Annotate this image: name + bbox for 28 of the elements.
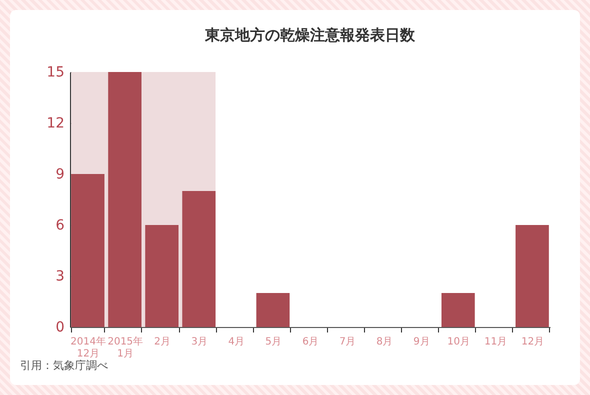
y-tick-label: 12 <box>46 116 64 132</box>
bar <box>145 225 179 327</box>
text: 引用：気象庁調べ <box>20 358 108 373</box>
x-tick-label: 2014年 12月 <box>70 336 106 360</box>
x-tick-label: 9月 <box>413 336 430 348</box>
y-tick-label: 0 <box>56 320 64 336</box>
bar <box>71 174 104 327</box>
bar <box>441 293 475 327</box>
x-tick-label: 2015年 1月 <box>108 336 144 360</box>
bar <box>256 293 290 327</box>
x-tick-label: 8月 <box>376 336 393 348</box>
x-tick-label: 7月 <box>339 336 356 348</box>
y-tick-label: 6 <box>56 218 65 234</box>
x-tick-label: 12月 <box>521 336 544 348</box>
x-tick-label: 2月 <box>154 336 171 348</box>
x-tick-label: 4月 <box>228 336 245 348</box>
x-tick-label: 11月 <box>484 336 508 348</box>
x-tick-label: 3月 <box>191 336 208 348</box>
bar <box>516 225 549 327</box>
chart-title: 東京地方の乾燥注意報発表日数 <box>204 26 416 44</box>
y-tick-label: 9 <box>56 166 64 182</box>
bar <box>108 72 142 327</box>
y-tick-label: 3 <box>56 268 64 284</box>
x-tick-label: 10月 <box>447 336 470 348</box>
x-tick-label: 6月 <box>302 336 319 348</box>
x-tick-label: 5月 <box>265 336 282 348</box>
bar <box>182 191 216 327</box>
y-tick-label: 15 <box>46 64 64 80</box>
